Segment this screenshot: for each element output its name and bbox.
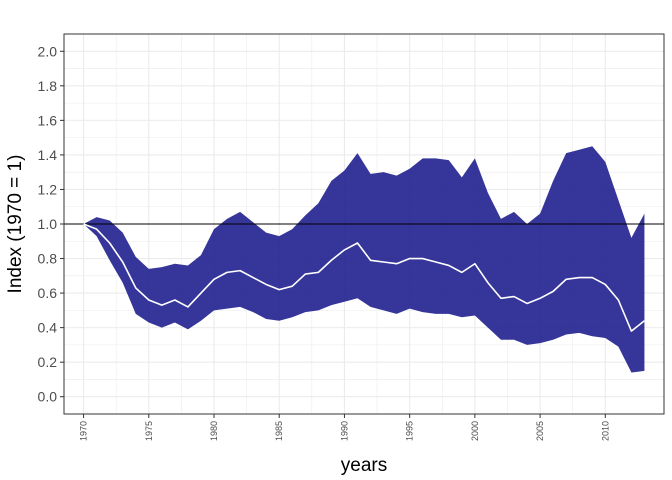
x-tick-label: 1970 <box>79 421 89 441</box>
index-line <box>83 223 645 332</box>
y-axis-title: Index (1970 = 1) <box>5 155 26 294</box>
x-axis-title: years <box>341 455 387 476</box>
y-tick-label: 0.8 <box>38 251 58 267</box>
confidence-band <box>83 146 645 373</box>
x-tick-label: 2000 <box>470 421 480 441</box>
y-tick-label: 0.4 <box>38 320 58 336</box>
x-tick-label: 2005 <box>535 421 545 441</box>
x-tick-label: 1980 <box>209 421 219 441</box>
y-axis-ticks: 0.0 0.2 0.4 0.6 0.8 1.0 1.2 1.4 1.6 1.8 2.0 <box>38 43 64 405</box>
y-tick-label: 1.0 <box>38 216 58 232</box>
y-tick-label: 1.6 <box>38 112 58 128</box>
x-tick-label: 2010 <box>600 421 610 441</box>
y-tick-label: 0.6 <box>38 285 58 301</box>
x-tick-label: 1985 <box>274 421 284 441</box>
x-tick-label: 1995 <box>405 421 415 441</box>
y-tick-label: 1.4 <box>38 147 58 163</box>
y-tick-label: 1.8 <box>38 78 58 94</box>
y-tick-label: 0.2 <box>38 354 58 370</box>
x-axis-ticks: 1970 1975 1980 1985 1990 1995 2000 2005 2010 <box>79 414 610 441</box>
y-tick-label: 0.0 <box>38 389 58 405</box>
x-tick-label: 1990 <box>339 421 349 441</box>
x-tick-label: 1975 <box>144 421 154 441</box>
y-tick-label: 2.0 <box>38 43 58 59</box>
y-tick-label: 1.2 <box>38 181 58 197</box>
